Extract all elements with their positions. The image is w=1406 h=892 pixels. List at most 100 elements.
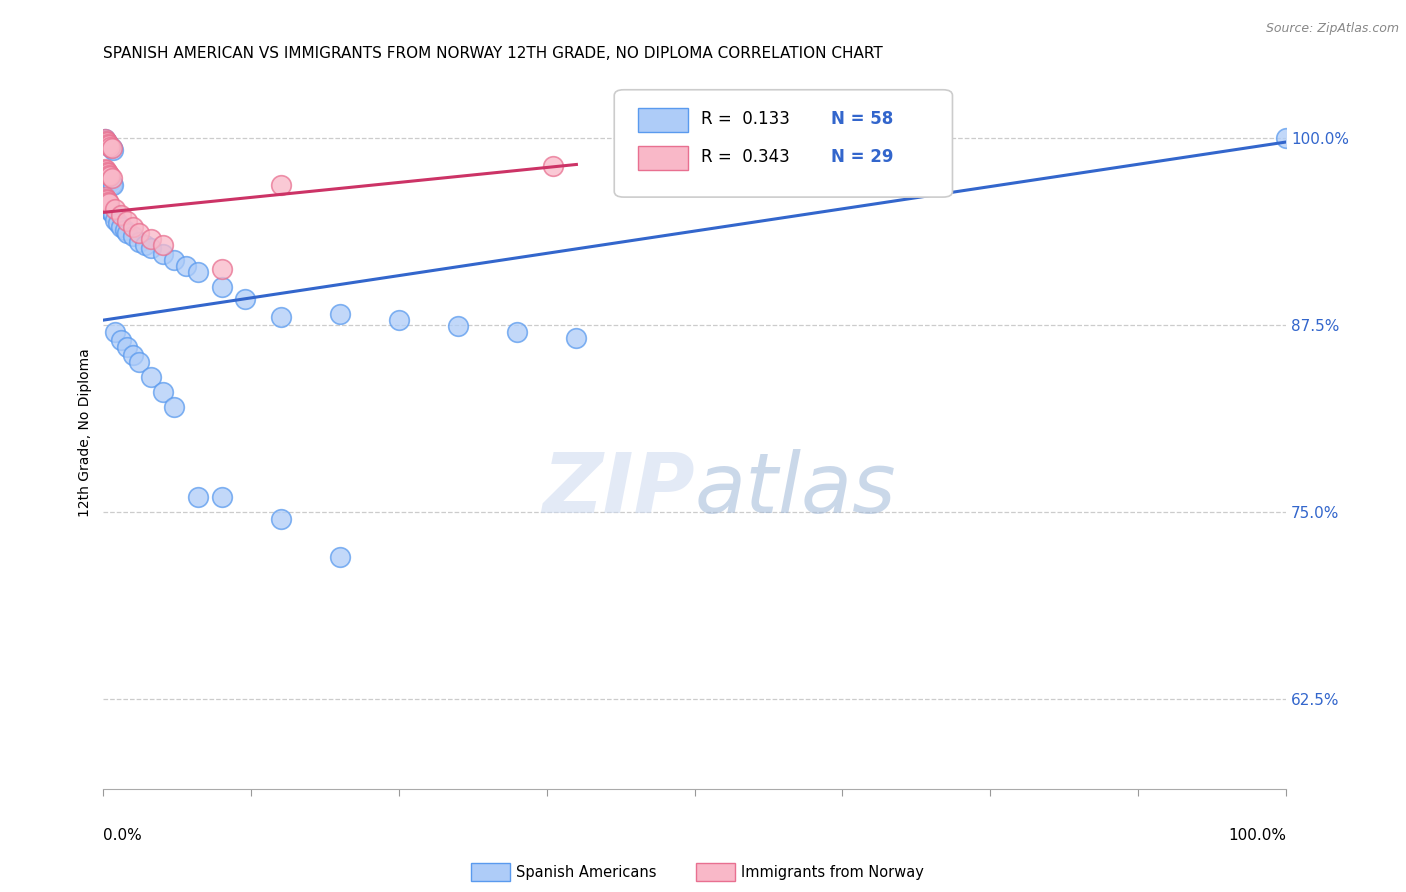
Text: R =  0.133: R = 0.133 [700,110,789,128]
Text: atlas: atlas [695,450,896,531]
Text: ZIP: ZIP [543,450,695,531]
Point [122,347,145,361]
Point [134,238,156,252]
Point [128,355,150,369]
Point [233,292,256,306]
Point [1275,130,1298,145]
Point [98,196,121,211]
Point [122,229,145,244]
Point [93,161,115,176]
Point [139,241,162,255]
Text: Spanish Americans: Spanish Americans [516,865,657,880]
Point [100,139,122,153]
Point [100,176,122,190]
Point [187,265,209,279]
Text: Source: ZipAtlas.com: Source: ZipAtlas.com [1265,22,1399,36]
Point [388,313,411,327]
Point [139,232,162,246]
Point [163,400,186,414]
Point [97,201,120,215]
Point [152,384,174,399]
Point [270,178,292,193]
Point [114,223,136,237]
Point [94,163,117,178]
Point [211,262,233,277]
Bar [638,108,688,132]
Point [94,169,117,184]
Point [104,212,127,227]
Point [94,192,117,206]
Point [98,174,121,188]
Point [100,141,122,155]
Point [100,203,122,218]
Text: N = 58: N = 58 [831,110,893,128]
Point [100,177,122,191]
Point [270,512,292,526]
Point [115,214,138,228]
Point [96,194,118,208]
Point [187,490,209,504]
Text: 0.0%: 0.0% [104,828,142,843]
Point [101,143,124,157]
Point [101,207,124,221]
Point [211,490,233,504]
Point [115,340,138,354]
Text: Immigrants from Norway: Immigrants from Norway [741,865,924,880]
Point [96,135,118,149]
Point [98,202,121,217]
Point [329,549,352,564]
Point [152,238,174,252]
Point [110,220,132,235]
Point [93,132,115,146]
Point [96,165,118,179]
Point [94,134,117,148]
Bar [638,146,688,170]
Point [329,307,352,321]
Point [107,216,129,230]
Point [98,138,121,153]
Point [139,370,162,384]
Point [97,172,120,186]
Point [93,168,115,182]
Text: R =  0.343: R = 0.343 [700,147,789,166]
Point [93,132,115,146]
Point [100,169,122,184]
Point [97,166,120,180]
Point [100,205,122,219]
Point [174,259,197,273]
Point [97,136,120,151]
Point [98,168,121,182]
Point [96,135,118,149]
Point [115,227,138,241]
Point [110,333,132,347]
Point [110,208,132,222]
FancyBboxPatch shape [614,90,952,197]
Point [100,170,122,185]
Point [541,159,564,173]
Point [122,220,145,235]
Point [565,331,588,345]
Point [211,280,233,294]
Point [152,247,174,261]
Point [96,170,118,185]
Point [104,325,127,339]
Point [104,202,127,217]
Text: N = 29: N = 29 [831,147,893,166]
Point [94,134,117,148]
Point [96,199,118,213]
Point [101,178,124,193]
Point [270,310,292,325]
Point [163,253,186,268]
Point [93,196,115,211]
Point [97,194,120,209]
Point [447,319,470,334]
Point [100,139,122,153]
Point [506,325,529,339]
Point [93,190,115,204]
Point [128,235,150,250]
Text: 100.0%: 100.0% [1227,828,1286,843]
Point [100,141,122,155]
Point [128,227,150,241]
Point [94,198,117,212]
Y-axis label: 12th Grade, No Diploma: 12th Grade, No Diploma [79,349,93,517]
